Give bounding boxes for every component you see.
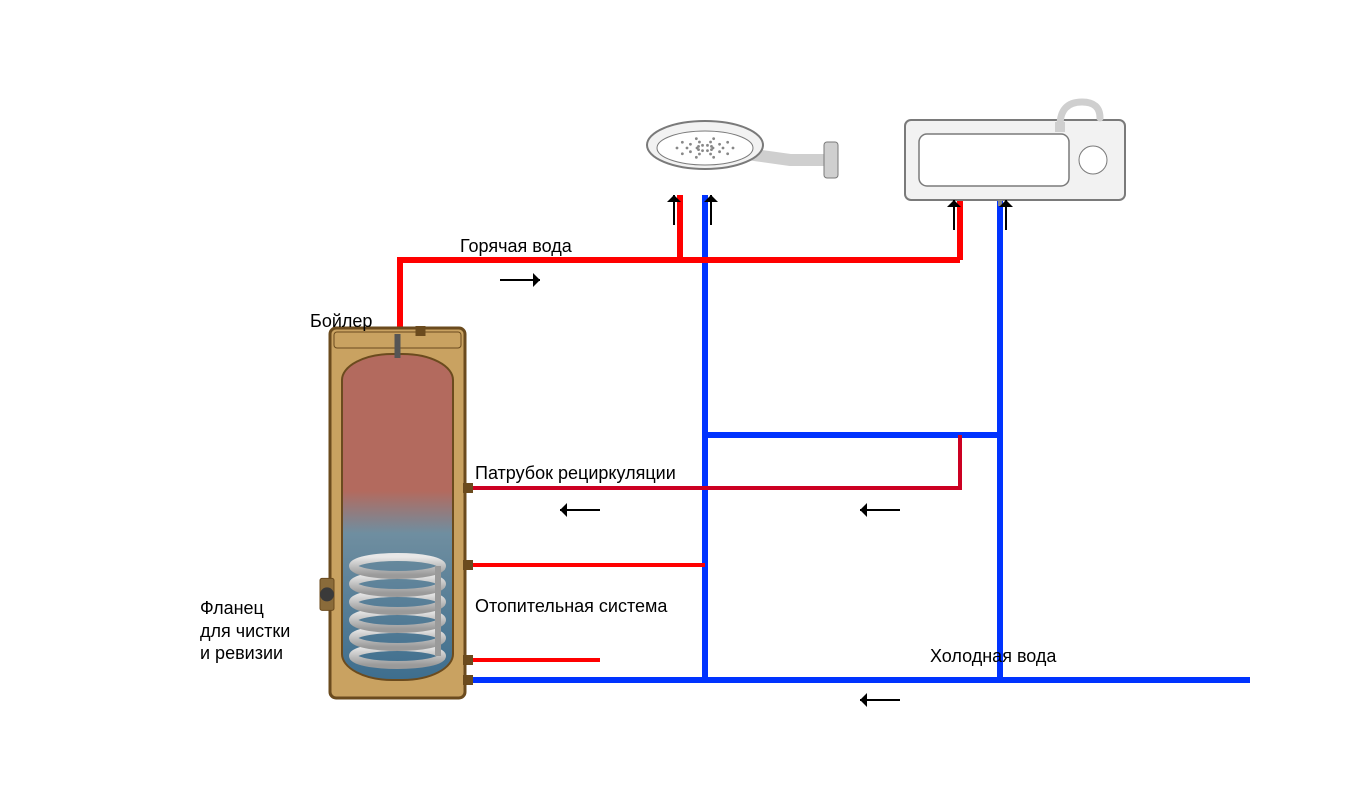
label-heating: Отопительная система	[475, 595, 667, 618]
label-boiler: Бойлер	[310, 310, 372, 333]
flow-arrow	[560, 503, 600, 517]
label-recirc: Патрубок рециркуляции	[475, 462, 676, 485]
shower-head-icon	[647, 121, 838, 178]
boiler	[320, 326, 473, 698]
label-flange: Фланец для чистки и ревизии	[200, 597, 290, 665]
sink-icon	[905, 102, 1125, 206]
pipe-hot-main	[400, 260, 960, 328]
flow-arrow	[860, 693, 900, 707]
label-hot-water: Горячая вода	[460, 235, 572, 258]
flow-arrow	[500, 273, 540, 287]
label-cold-water: Холодная вода	[930, 645, 1056, 668]
flow-arrow	[860, 503, 900, 517]
